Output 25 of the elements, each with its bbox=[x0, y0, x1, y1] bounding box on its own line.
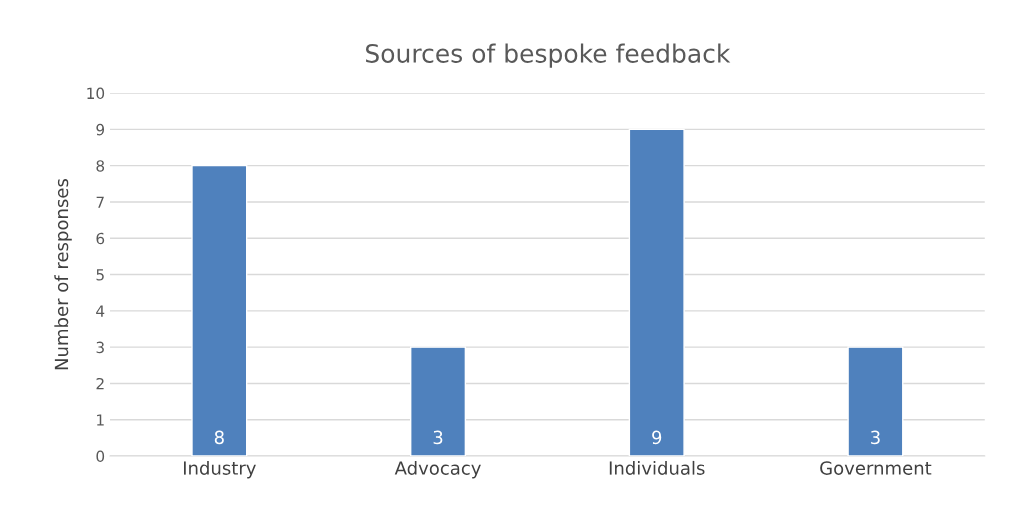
bar bbox=[847, 346, 904, 457]
x-tick-label: Individuals bbox=[609, 460, 705, 475]
bar bbox=[628, 128, 685, 457]
y-tick-label: 1 bbox=[97, 414, 104, 426]
y-tick-label: 9 bbox=[96, 123, 105, 136]
x-tick-label: Government bbox=[820, 461, 932, 475]
bar bbox=[409, 346, 467, 457]
x-tick-label: Advocacy bbox=[394, 460, 481, 479]
y-axis-title: Number of responses bbox=[54, 179, 72, 370]
data-label: 3 bbox=[871, 430, 880, 445]
bar bbox=[191, 164, 248, 457]
y-tick-label: 5 bbox=[96, 269, 104, 281]
y-tick-label: 4 bbox=[96, 305, 105, 317]
chart-title: Sources of bespoke feedback bbox=[366, 43, 731, 68]
data-label: 3 bbox=[433, 430, 443, 445]
y-tick-label: 3 bbox=[96, 341, 104, 354]
x-tick-label: Industry bbox=[183, 460, 256, 479]
y-tick-label: 10 bbox=[87, 87, 105, 100]
data-label: 8 bbox=[214, 430, 224, 445]
y-tick-label: 8 bbox=[96, 160, 105, 172]
y-tick-label: 0 bbox=[96, 450, 105, 463]
y-tick-label: 7 bbox=[96, 196, 104, 208]
y-tick-label: 2 bbox=[96, 377, 104, 390]
y-tick-label: 6 bbox=[96, 232, 105, 245]
data-label: 9 bbox=[652, 430, 662, 445]
